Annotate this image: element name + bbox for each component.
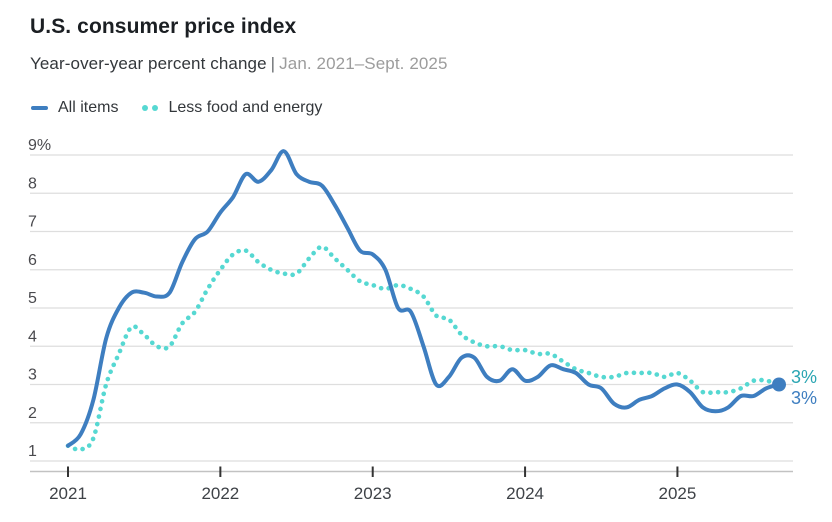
chart-legend: All items Less food and energy: [31, 99, 322, 117]
all-items-line-swatch-icon: [31, 106, 48, 110]
y-axis-label: 5: [28, 290, 37, 307]
x-axis-label: 2023: [354, 484, 392, 503]
x-axis-label: 2024: [506, 484, 544, 503]
y-axis-label: 3: [28, 367, 37, 384]
series-line-less-food-and-energy: [65, 244, 782, 453]
legend-item-less-food-energy: Less food and energy: [142, 99, 322, 117]
y-axis-label: 4: [28, 328, 37, 345]
y-axis-label: 1: [28, 443, 37, 460]
legend-label-less-food-energy: Less food and energy: [168, 99, 323, 116]
subtitle-separator: |: [270, 54, 276, 73]
dotted-line-swatch-icon: [142, 105, 159, 111]
x-axis-label: 2025: [659, 484, 697, 503]
series-end-marker: [772, 377, 786, 392]
legend-label-all-items: All items: [58, 99, 119, 116]
end-value-label-less-food-energy: 3%: [791, 367, 817, 387]
y-axis-label: 8: [28, 175, 37, 192]
y-axis-label: 2: [28, 405, 37, 422]
subtitle-measure: Year-over-year percent change: [30, 54, 267, 73]
y-axis-label: 6: [28, 252, 37, 269]
x-axis-label: 2021: [49, 484, 87, 503]
subtitle-date-range: Jan. 2021–Sept. 2025: [279, 54, 448, 73]
chart-subtitle: Year-over-year percent change | Jan. 2021–…: [30, 54, 448, 74]
y-axis-label: 7: [28, 214, 37, 231]
x-axis-label: 2022: [201, 484, 239, 503]
y-axis-label: 9%: [28, 137, 51, 154]
page-title: U.S. consumer price index: [30, 15, 297, 38]
end-value-label-all-items: 3%: [791, 388, 817, 408]
series-line-all-items: [66, 149, 781, 448]
legend-item-all-items: All items: [31, 99, 118, 117]
